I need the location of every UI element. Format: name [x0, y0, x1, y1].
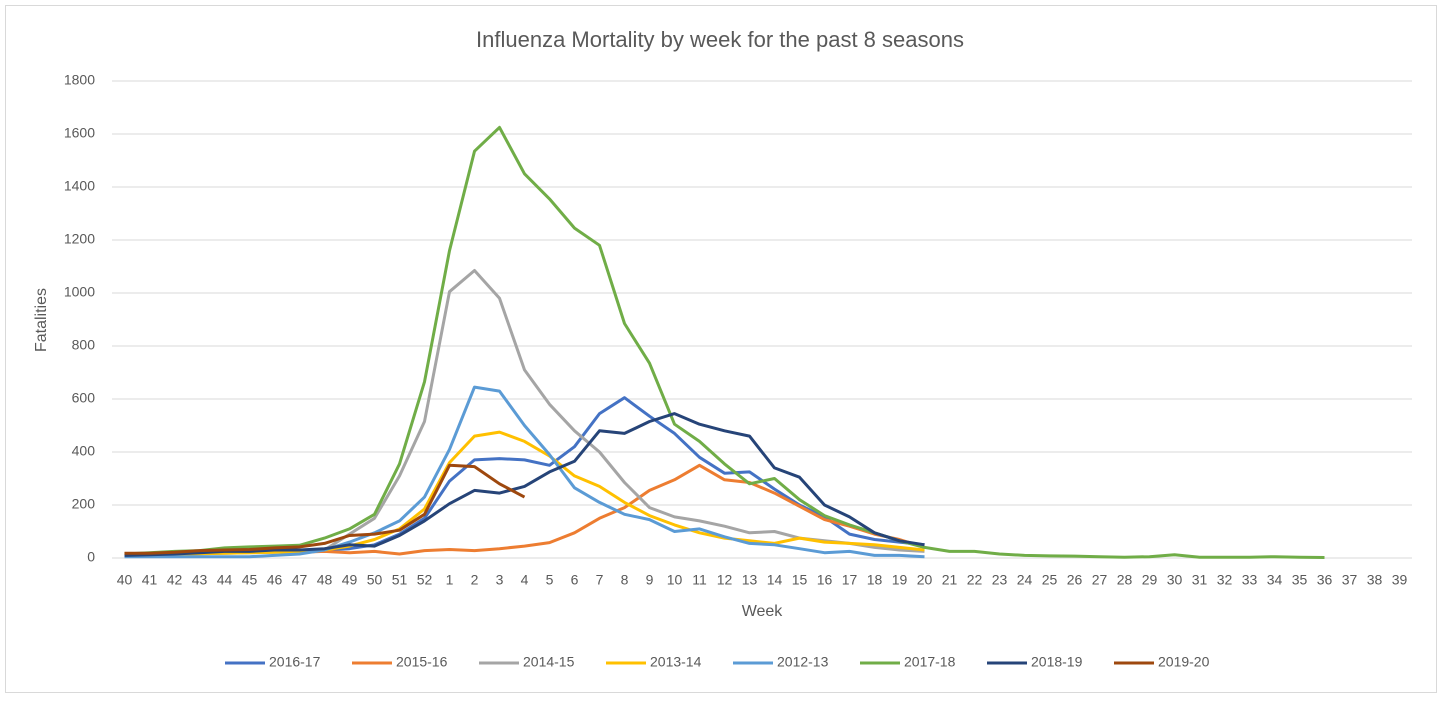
x-tick-label: 1 [446, 572, 454, 588]
x-tick-label: 51 [392, 572, 408, 588]
x-tick-label: 24 [1017, 572, 1033, 588]
y-axis-label: Fatalities [33, 288, 50, 352]
x-tick-label: 20 [917, 572, 933, 588]
legend-label: 2013-14 [650, 654, 702, 670]
x-tick-label: 31 [1192, 572, 1208, 588]
x-tick-label: 37 [1342, 572, 1358, 588]
x-tick-label: 9 [646, 572, 654, 588]
x-tick-label: 28 [1117, 572, 1133, 588]
x-tick-label: 13 [742, 572, 758, 588]
x-tick-label: 16 [817, 572, 833, 588]
x-tick-label: 39 [1392, 572, 1408, 588]
series-line [124, 125, 1325, 559]
legend-label: 2012-13 [777, 654, 829, 670]
x-tick-label: 30 [1167, 572, 1183, 588]
x-tick-label: 18 [867, 572, 883, 588]
x-tick-label: 38 [1367, 572, 1383, 588]
x-tick-label: 17 [842, 572, 858, 588]
y-tick-label: 1400 [64, 178, 95, 194]
series-line [124, 412, 925, 557]
y-tick-label: 800 [72, 337, 96, 353]
x-tick-label: 3 [496, 572, 504, 588]
x-tick-label: 52 [417, 572, 433, 588]
x-tick-label: 25 [1042, 572, 1058, 588]
x-tick-label: 14 [767, 572, 783, 588]
series-line [124, 385, 925, 559]
y-tick-label: 1800 [64, 72, 95, 88]
x-tick-label: 41 [142, 572, 158, 588]
x-tick-label: 4 [521, 572, 529, 588]
y-tick-label: 600 [72, 390, 96, 406]
y-tick-label: 1200 [64, 231, 95, 247]
x-tick-label: 47 [292, 572, 308, 588]
x-tick-label: 23 [992, 572, 1008, 588]
legend-label: 2014-15 [523, 654, 575, 670]
x-tick-label: 29 [1142, 572, 1158, 588]
x-tick-label: 7 [596, 572, 604, 588]
x-tick-label: 19 [892, 572, 908, 588]
legend-label: 2018-19 [1031, 654, 1083, 670]
x-tick-label: 21 [942, 572, 958, 588]
x-tick-label: 40 [117, 572, 133, 588]
x-tick-label: 6 [571, 572, 579, 588]
legend-label: 2015-16 [396, 654, 448, 670]
y-tick-label: 1600 [64, 125, 95, 141]
x-tick-label: 12 [717, 572, 733, 588]
x-tick-label: 49 [342, 572, 358, 588]
x-tick-label: 33 [1242, 572, 1258, 588]
x-tick-label: 34 [1267, 572, 1283, 588]
y-tick-label: 200 [72, 496, 96, 512]
x-tick-label: 26 [1067, 572, 1083, 588]
x-tick-label: 35 [1292, 572, 1308, 588]
y-tick-label: 0 [87, 549, 95, 565]
x-tick-label: 32 [1217, 572, 1233, 588]
x-tick-label: 44 [217, 572, 233, 588]
x-tick-label: 48 [317, 572, 333, 588]
x-tick-label: 43 [192, 572, 208, 588]
chart-title: Influenza Mortality by week for the past… [476, 27, 964, 52]
x-tick-label: 2 [471, 572, 479, 588]
x-tick-label: 50 [367, 572, 383, 588]
legend-label: 2016-17 [269, 654, 321, 670]
x-tick-label: 22 [967, 572, 983, 588]
x-tick-label: 11 [692, 572, 707, 588]
x-tick-label: 46 [267, 572, 283, 588]
x-axis-label: Week [742, 603, 784, 620]
x-tick-label: 10 [667, 572, 683, 588]
chart-border [5, 5, 1437, 693]
y-tick-label: 1000 [64, 284, 95, 300]
legend-label: 2019-20 [1158, 654, 1210, 670]
x-tick-label: 42 [167, 572, 183, 588]
legend-label: 2017-18 [904, 654, 956, 670]
x-tick-label: 27 [1092, 572, 1108, 588]
series-line [124, 430, 925, 557]
series-line [124, 463, 526, 555]
x-tick-label: 36 [1317, 572, 1333, 588]
x-tick-label: 5 [546, 572, 554, 588]
x-tick-label: 8 [621, 572, 629, 588]
x-tick-label: 15 [792, 572, 808, 588]
x-tick-label: 45 [242, 572, 258, 588]
y-tick-label: 400 [72, 443, 96, 459]
